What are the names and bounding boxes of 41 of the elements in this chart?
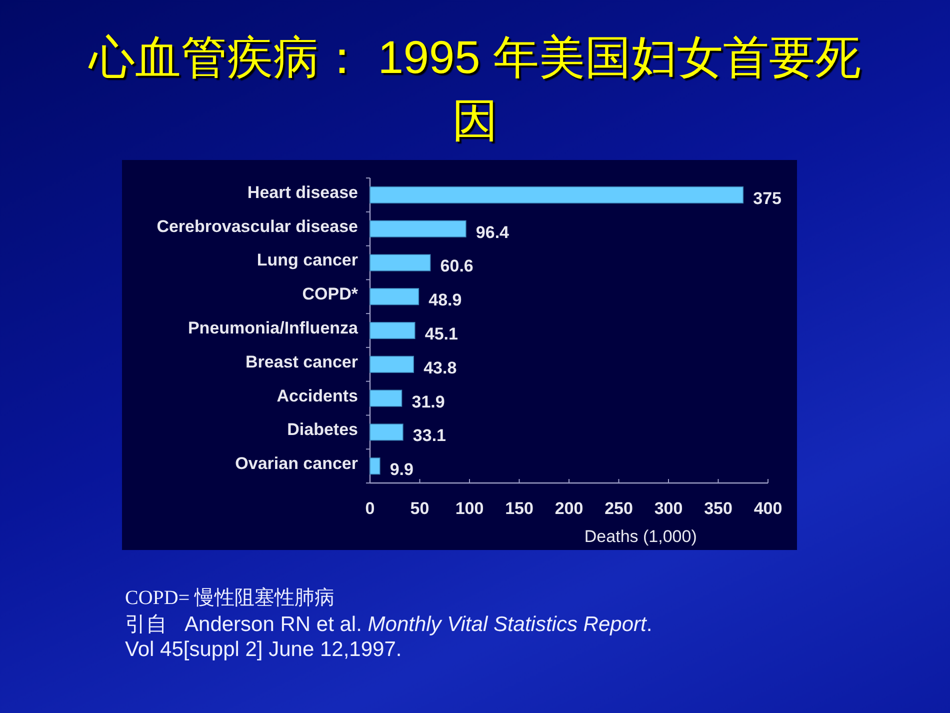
x-tick-label: 250 (604, 499, 633, 518)
bar (370, 322, 416, 340)
y-tick-label: Accidents (276, 386, 358, 406)
y-tick-label: COPD* (302, 284, 358, 304)
text: Vol 45[suppl 2] June 12,1997. (125, 637, 403, 662)
x-tick-label: 200 (554, 499, 584, 518)
bar (370, 458, 380, 475)
bar (370, 220, 466, 238)
x-tick-label: 350 (704, 499, 732, 518)
chart-title: 心血管疾病： 1995 年美国妇女首要死因 (87, 30, 862, 148)
text: COPD= 慢性阻塞性肺病 (125, 586, 336, 611)
x-tick-label: 0 (365, 499, 375, 518)
data-label: 375 (753, 188, 782, 208)
y-tick-label: Lung cancer (256, 250, 358, 270)
y-tick-label: Ovarian cancer (235, 454, 358, 474)
data-label: 48.9 (428, 290, 462, 310)
bar (370, 186, 744, 204)
data-label: 45.1 (424, 324, 458, 344)
x-tick-label: 100 (455, 499, 484, 518)
bar (370, 288, 420, 306)
data-label: 33.1 (412, 426, 446, 446)
y-tick-label: Cerebrovascular disease (156, 216, 358, 236)
text: 引自 Anderson RN et al. Monthly Vital Statistics Report. (125, 612, 654, 637)
bar (370, 424, 404, 441)
x-axis-title: Deaths (1,000) (584, 527, 697, 546)
bar (370, 390, 402, 407)
data-label: 43.8 (424, 358, 457, 378)
bar (370, 254, 431, 272)
x-tick-label: 400 (754, 499, 782, 518)
data-label: 96.4 (476, 222, 510, 242)
bar (370, 356, 414, 373)
data-label: 60.6 (440, 256, 474, 276)
x-tick-label: 50 (410, 499, 430, 518)
data-label: 31.9 (412, 392, 445, 412)
y-tick-label: Heart disease (247, 182, 358, 202)
x-tick-label: 300 (654, 499, 683, 518)
y-tick-label: Diabetes (287, 420, 358, 440)
y-tick-label: Pneumonia/Influenza (188, 318, 359, 338)
data-label: 9.9 (390, 460, 414, 480)
y-tick-label: Breast cancer (246, 352, 358, 372)
x-tick-label: 150 (505, 499, 534, 518)
